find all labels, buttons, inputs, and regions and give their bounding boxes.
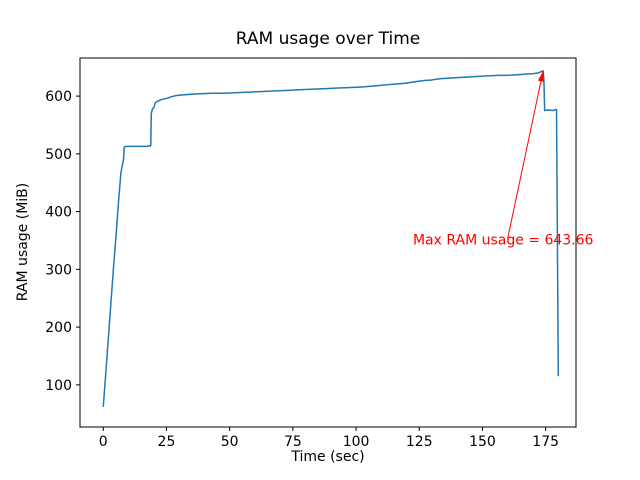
y-tick-label: 100 xyxy=(45,378,72,394)
plot-frame xyxy=(79,57,577,428)
x-tick-label: 0 xyxy=(99,434,108,450)
annotation-arrow xyxy=(507,70,544,239)
x-tick-label: 75 xyxy=(284,434,302,450)
x-tick-label: 50 xyxy=(221,434,239,450)
x-tick-label: 125 xyxy=(406,434,433,450)
y-tick-label: 200 xyxy=(45,320,72,336)
ram-usage-line xyxy=(102,70,560,407)
x-tick-label: 25 xyxy=(158,434,176,450)
y-tick-label: 500 xyxy=(45,147,72,163)
y-tick-label: 400 xyxy=(45,205,72,221)
annotation-arrowhead xyxy=(537,70,544,82)
x-axis-label: Time (sec) xyxy=(290,449,364,465)
y-tick-label: 300 xyxy=(45,262,72,278)
y-axis-label: RAM usage (MiB) xyxy=(15,183,31,301)
y-tick-label: 600 xyxy=(45,89,72,105)
chart-title: RAM usage over Time xyxy=(236,29,420,49)
x-tick-label: 100 xyxy=(343,434,370,450)
x-tick-label: 150 xyxy=(469,434,496,450)
plot-area: 0 25 50 75 100 125 150 175 100 200 300 400 500 600 Max… xyxy=(45,57,594,450)
x-tick-label: 175 xyxy=(532,434,559,450)
max-ram-annotation-text: Max RAM usage = 643.66 xyxy=(413,233,594,249)
